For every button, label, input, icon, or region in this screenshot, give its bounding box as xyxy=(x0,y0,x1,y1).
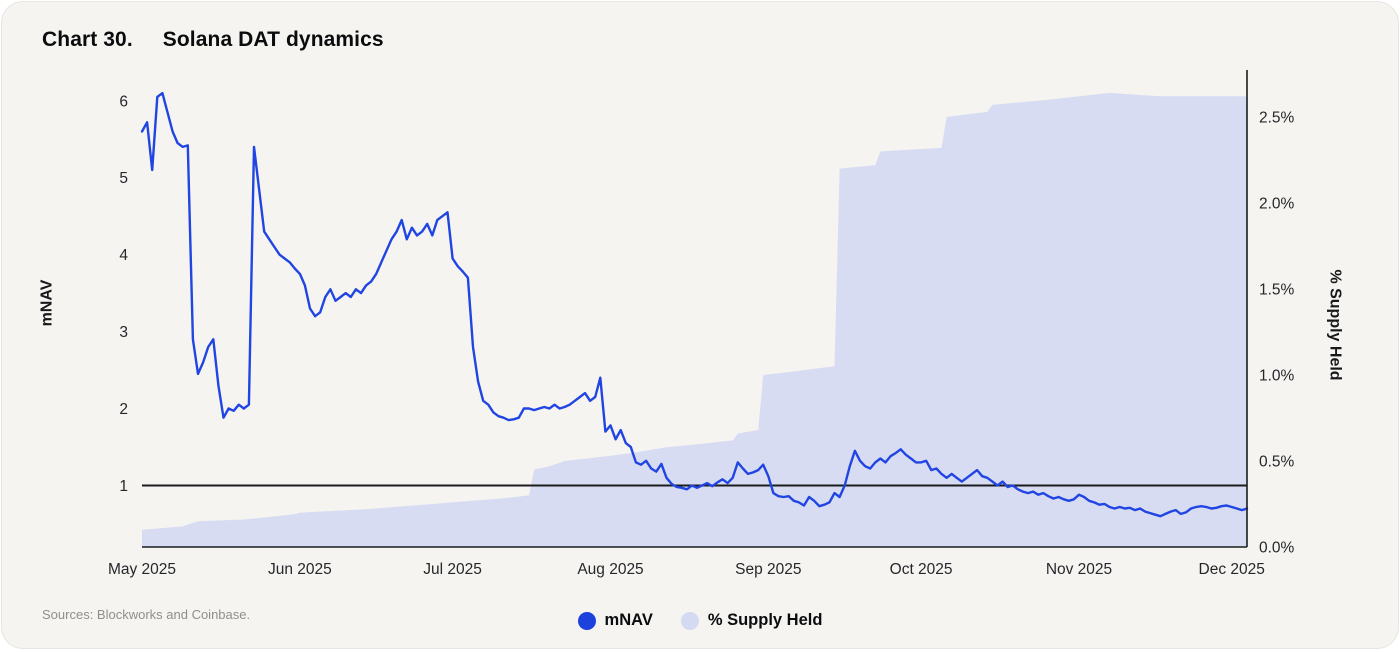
x-axis-tick-label: Jun 2025 xyxy=(268,561,332,578)
supply-held-legend-label: % Supply Held xyxy=(707,611,823,629)
legend: mNAV % Supply Held xyxy=(2,611,1398,630)
chart-title: Chart 30. Solana DAT dynamics xyxy=(42,28,384,52)
x-axis-tick-label: Nov 2025 xyxy=(1046,561,1112,578)
right-axis-tick-label: 0.5% xyxy=(1259,454,1295,471)
chart-title-text: Solana DAT dynamics xyxy=(162,28,384,51)
mnav-legend-label: mNAV xyxy=(604,611,653,629)
x-axis-tick-label: Aug 2025 xyxy=(577,561,643,578)
legend-item-supply-held: % Supply Held xyxy=(680,611,823,630)
right-axis-tick-label: 0.0% xyxy=(1259,540,1295,557)
left-axis-tick-label: 4 xyxy=(119,247,128,264)
right-axis-tick-label: 2.5% xyxy=(1259,110,1295,127)
chart-number-label: Chart 30. xyxy=(42,28,133,51)
x-axis-tick-label: May 2025 xyxy=(108,561,176,578)
x-axis-tick-label: Jul 2025 xyxy=(423,561,482,578)
supply-held-area xyxy=(142,92,1247,548)
x-axis-tick-label: Oct 2025 xyxy=(890,561,953,578)
legend-item-mnav: mNAV xyxy=(577,611,653,630)
left-axis-tick-label: 6 xyxy=(119,93,128,110)
left-axis-tick-label: 1 xyxy=(119,478,128,495)
left-axis-tick-label: 5 xyxy=(119,170,128,187)
x-axis-tick-label: Sep 2025 xyxy=(735,561,801,578)
left-axis-tick-label: 3 xyxy=(119,324,128,341)
x-axis-tick-label: Dec 2025 xyxy=(1199,561,1265,578)
left-axis-tick-label: 2 xyxy=(119,401,128,418)
right-axis-tick-label: 2.0% xyxy=(1259,196,1295,213)
mnav-line xyxy=(140,91,1249,518)
mnav-legend-dot-icon xyxy=(577,611,596,630)
right-axis-tick-label: 1.0% xyxy=(1259,368,1295,385)
supply-held-legend-dot-icon xyxy=(680,611,699,630)
sources-note: Sources: Blockworks and Coinbase. xyxy=(42,607,251,622)
right-axis-tick-label: 1.5% xyxy=(1259,282,1295,299)
